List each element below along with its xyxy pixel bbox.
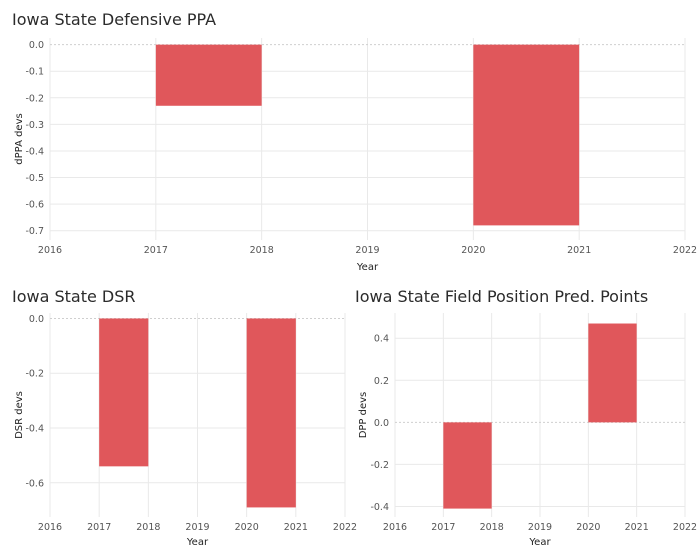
bar-2017[interactable] xyxy=(155,44,262,106)
y-tick-label: -0.4 xyxy=(25,146,44,157)
x-tick-label: 2020 xyxy=(576,522,600,533)
x-axis-title: Year xyxy=(356,262,379,273)
chart-title-defensive-ppa: Iowa State Defensive PPA xyxy=(12,10,217,29)
x-tick-label: 2017 xyxy=(144,245,168,256)
chart-dsr: 2016 2017 2018 2019 2020 2021 2022 0.0 -0.2 -0.4 -… xyxy=(14,313,357,548)
x-tick-label: 2016 xyxy=(38,522,62,533)
bar-2020[interactable] xyxy=(246,318,296,508)
y-tick-label: -0.6 xyxy=(25,200,44,211)
x-axis-title: Year xyxy=(528,537,551,548)
bar-2020[interactable] xyxy=(588,323,637,423)
y-tick-label: 0.0 xyxy=(29,40,44,51)
x-tick-label: 2019 xyxy=(185,522,209,533)
x-tick-label: 2020 xyxy=(235,522,259,533)
x-tick-label: 2016 xyxy=(383,522,407,533)
chart-defensive-ppa: 2016 2017 2018 2019 2020 2021 2022 0.0 -0.1 -0.2 -… xyxy=(14,38,697,273)
y-tick-label: 0.4 xyxy=(374,334,389,345)
x-tick-label: 2018 xyxy=(480,522,504,533)
x-tick-label: 2019 xyxy=(528,522,552,533)
x-tick-label: 2021 xyxy=(284,522,308,533)
x-tick-label: 2022 xyxy=(673,245,697,256)
chart-title-dsr: Iowa State DSR xyxy=(12,287,136,306)
y-axis-title: DSR devs xyxy=(14,391,25,439)
y-tick-label: -0.2 xyxy=(25,369,44,380)
y-tick-label: 0.0 xyxy=(374,418,389,429)
y-tick-label: -0.7 xyxy=(25,226,44,237)
y-tick-label: 0.2 xyxy=(374,376,389,387)
y-tick-label: -0.2 xyxy=(25,93,44,104)
y-tick-label: -0.1 xyxy=(25,67,44,78)
x-tick-label: 2018 xyxy=(250,245,274,256)
y-tick-label: -0.6 xyxy=(25,478,44,489)
chart-title-field-position: Iowa State Field Position Pred. Points xyxy=(355,287,649,306)
y-tick-label: -0.3 xyxy=(25,120,44,131)
x-tick-label: 2017 xyxy=(87,522,111,533)
y-axis-title: DPP devs xyxy=(358,392,369,439)
y-tick-label: -0.2 xyxy=(370,460,389,471)
x-axis-title: Year xyxy=(186,537,209,548)
x-tick-label: 2017 xyxy=(431,522,455,533)
chart-field-position: 2016 2017 2018 2019 2020 2021 2022 0.4 0.2 0.0 -0.… xyxy=(358,313,697,548)
bar-2017[interactable] xyxy=(99,318,149,467)
y-tick-label: -0.4 xyxy=(25,424,44,435)
y-axis-title: dPPA devs xyxy=(14,113,25,164)
y-tick-label: 0.0 xyxy=(29,314,44,325)
x-tick-label: 2021 xyxy=(567,245,591,256)
x-tick-label: 2021 xyxy=(625,522,649,533)
x-tick-label: 2016 xyxy=(38,245,62,256)
x-tick-label: 2022 xyxy=(333,522,357,533)
x-tick-label: 2018 xyxy=(136,522,160,533)
x-tick-label: 2020 xyxy=(461,245,485,256)
x-tick-label: 2019 xyxy=(355,245,379,256)
y-tick-label: -0.5 xyxy=(25,173,44,184)
x-tick-label: 2022 xyxy=(673,522,697,533)
bar-2017[interactable] xyxy=(443,422,492,509)
y-tick-label: -0.4 xyxy=(370,502,389,513)
bar-2020[interactable] xyxy=(473,44,580,226)
